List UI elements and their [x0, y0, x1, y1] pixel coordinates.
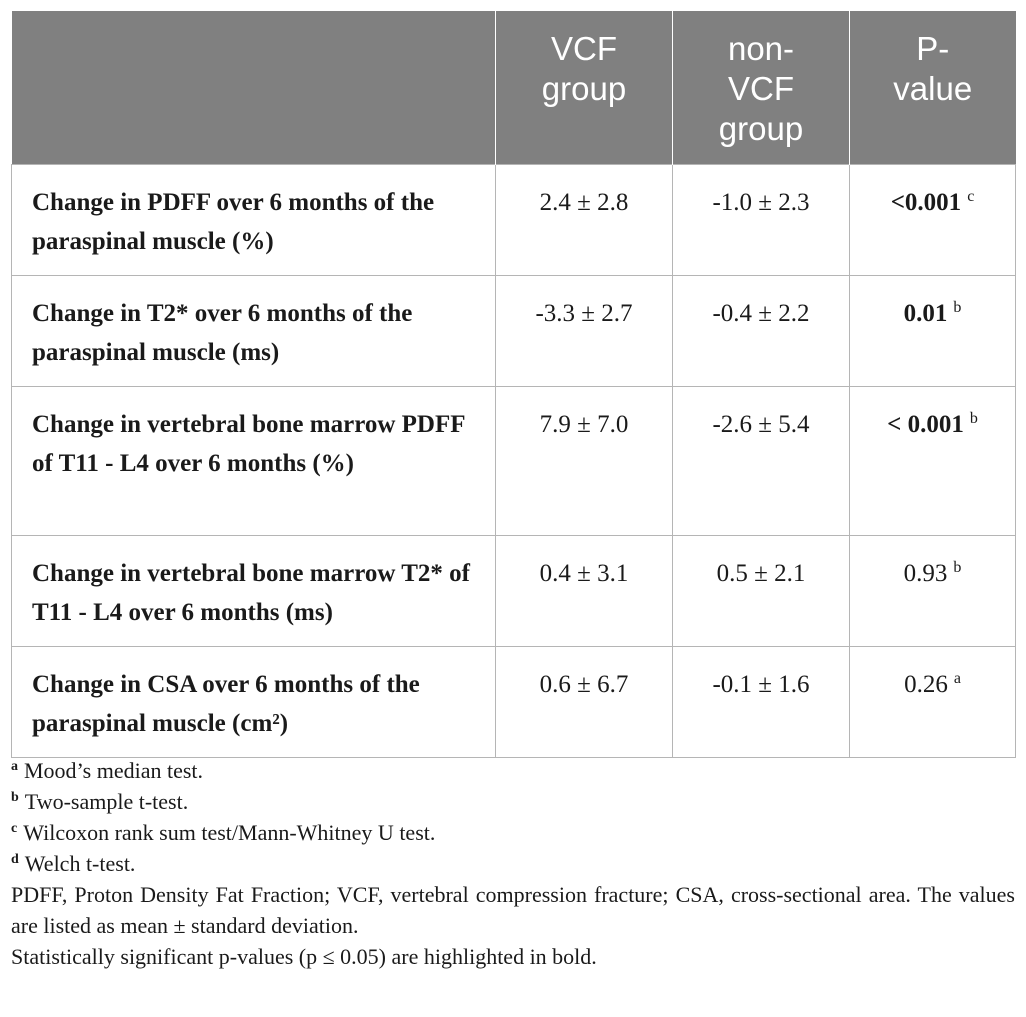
- results-table: VCF group non- VCF group P- value Change…: [11, 11, 1016, 758]
- header-text: group: [718, 110, 804, 147]
- footnote-text: Welch t-test.: [24, 851, 136, 876]
- header-empty-cell: [11, 11, 496, 165]
- footnote-mark: d: [11, 852, 19, 867]
- header-text: P-: [916, 30, 950, 67]
- header-text: group: [541, 70, 627, 107]
- header-text: VCF: [728, 70, 794, 107]
- table-body: Change in PDFF over 6 months of the para…: [11, 164, 1016, 758]
- table-row: Change in CSA over 6 months of the paras…: [11, 646, 1016, 758]
- footnote-mark: b: [11, 790, 19, 805]
- p-value: <0.001: [890, 189, 962, 216]
- non-vcf-value: 0.5 ± 2.1: [672, 535, 850, 647]
- p-value-footnote-mark: b: [953, 559, 962, 576]
- p-value-footnote-mark: c: [967, 188, 975, 205]
- vcf-value: 0.4 ± 3.1: [495, 535, 673, 647]
- p-value: 0.93: [903, 560, 948, 587]
- vcf-value: 2.4 ± 2.8: [495, 164, 673, 276]
- table-row: Change in vertebral bone marrow PDFF of …: [11, 386, 1016, 536]
- p-value-cell: 0.93 b: [849, 535, 1016, 647]
- p-value-cell: 0.26 a: [849, 646, 1016, 758]
- significance-note: Statistically significant p-values (p ≤ …: [11, 944, 597, 969]
- header-text: non-: [727, 30, 795, 67]
- non-vcf-value: -1.0 ± 2.3: [672, 164, 850, 276]
- footnote: a Mood’s median test.: [11, 755, 1015, 786]
- non-vcf-value: -2.6 ± 5.4: [672, 386, 850, 536]
- row-label: Change in PDFF over 6 months of the para…: [11, 164, 496, 276]
- p-value-cell: <0.001 c: [849, 164, 1016, 276]
- header-non-vcf-group: non- VCF group: [672, 11, 850, 165]
- row-label: Change in vertebral bone marrow PDFF of …: [11, 386, 496, 536]
- footnote-mark: c: [11, 821, 18, 836]
- table-row: Change in vertebral bone marrow T2* of T…: [11, 535, 1016, 647]
- header-text: VCF: [551, 30, 617, 67]
- header-p-value: P- value: [849, 11, 1016, 165]
- p-value: 0.26: [904, 671, 948, 698]
- p-value: < 0.001: [887, 411, 964, 438]
- table-header: VCF group non- VCF group P- value: [11, 11, 1016, 165]
- footnote-text: Wilcoxon rank sum test/Mann-Whitney U te…: [23, 820, 436, 845]
- p-value-footnote-mark: b: [953, 299, 962, 316]
- non-vcf-value: -0.1 ± 1.6: [672, 646, 850, 758]
- table-footnotes: a Mood’s median test. b Two-sample t-test.…: [11, 755, 1015, 972]
- vcf-value: 0.6 ± 6.7: [495, 646, 673, 758]
- row-label: Change in T2* over 6 months of the paras…: [11, 275, 496, 387]
- non-vcf-value: -0.4 ± 2.2: [672, 275, 850, 387]
- table-row: Change in PDFF over 6 months of the para…: [11, 164, 1016, 276]
- table-row: Change in T2* over 6 months of the paras…: [11, 275, 1016, 387]
- footnote-text: Mood’s median test.: [24, 758, 204, 783]
- header-row: VCF group non- VCF group P- value: [11, 11, 1016, 165]
- vcf-value: 7.9 ± 7.0: [495, 386, 673, 536]
- header-text: value: [893, 70, 973, 107]
- footnote: b Two-sample t-test.: [11, 786, 1015, 817]
- footnote-text: Two-sample t-test.: [24, 789, 189, 814]
- p-value-footnote-mark: b: [969, 410, 978, 427]
- vcf-value: -3.3 ± 2.7: [495, 275, 673, 387]
- p-value-cell: < 0.001 b: [849, 386, 1016, 536]
- row-label: Change in CSA over 6 months of the paras…: [11, 646, 496, 758]
- p-value-footnote-mark: a: [953, 670, 961, 687]
- p-value-cell: 0.01 b: [849, 275, 1016, 387]
- header-vcf-group: VCF group: [495, 11, 673, 165]
- p-value: 0.01: [903, 300, 948, 327]
- footnote: d Welch t-test.: [11, 848, 1015, 879]
- abbreviations-note: PDFF, Proton Density Fat Fraction; VCF, …: [11, 882, 1015, 938]
- footnote-mark: a: [11, 759, 18, 774]
- footnote: c Wilcoxon rank sum test/Mann-Whitney U t…: [11, 817, 1015, 848]
- row-label: Change in vertebral bone marrow T2* of T…: [11, 535, 496, 647]
